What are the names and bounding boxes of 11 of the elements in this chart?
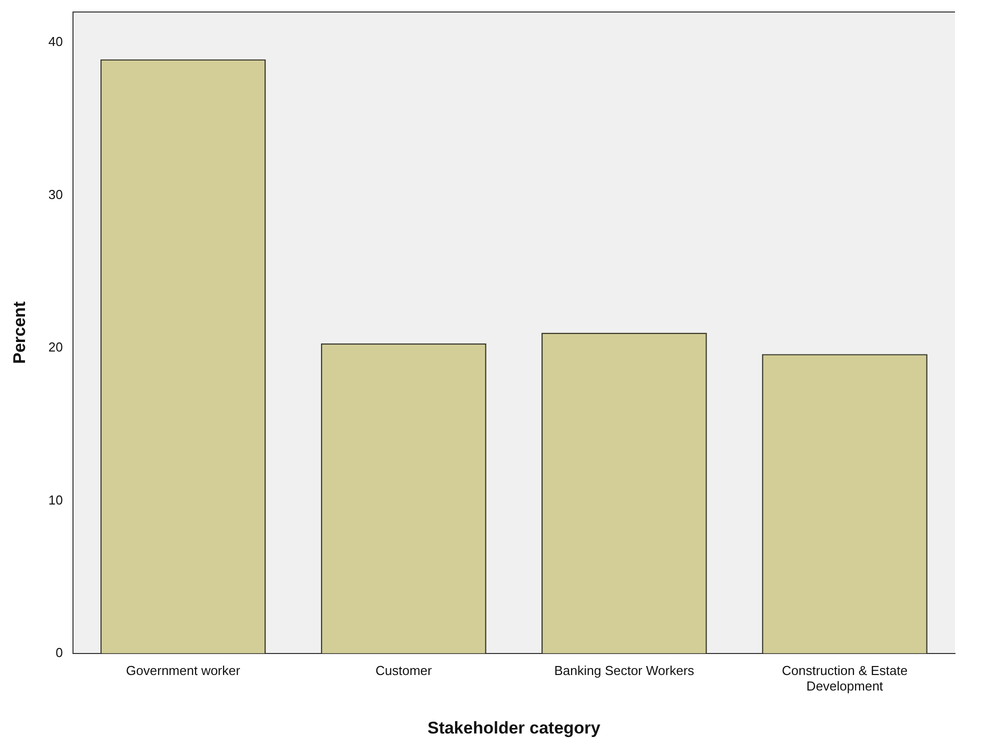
y-tick-label: 10 bbox=[48, 492, 63, 508]
y-tick-label: 20 bbox=[48, 340, 63, 355]
y-axis-title: Percent bbox=[10, 301, 29, 364]
x-tick-label: Government worker bbox=[126, 662, 241, 678]
y-tick-label: 40 bbox=[48, 34, 63, 50]
x-tick-label: Construction & Estate Development bbox=[782, 662, 908, 694]
x-axis-title: Stakeholder category bbox=[427, 718, 601, 738]
y-tick-label: 0 bbox=[56, 644, 63, 660]
x-tick-label: Banking Sector Workers bbox=[554, 662, 695, 678]
x-tick-label: Customer bbox=[375, 662, 432, 678]
y-tick-label: 30 bbox=[48, 186, 63, 202]
